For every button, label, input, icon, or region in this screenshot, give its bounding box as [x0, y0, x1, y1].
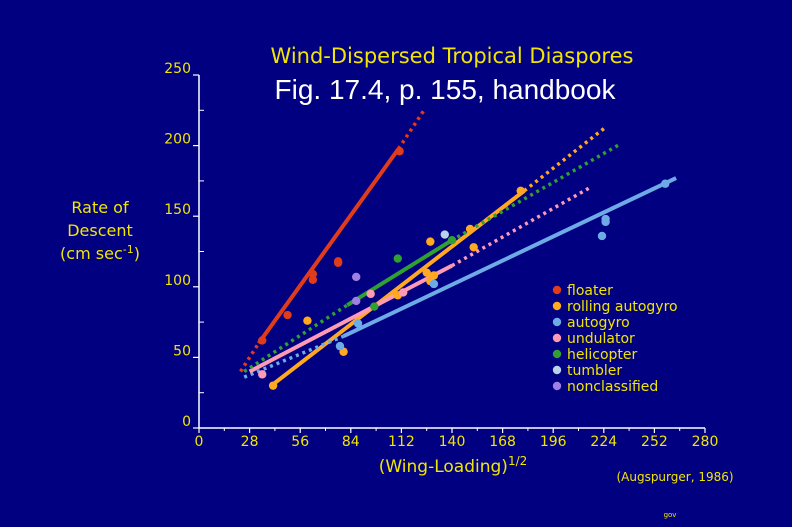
x-tick-label: 56: [291, 434, 309, 450]
data-point: [258, 370, 267, 379]
data-point: [352, 296, 361, 306]
legend-label: autogyro: [567, 315, 630, 331]
legend-marker: [552, 381, 562, 391]
y-tick-label: 0: [182, 414, 191, 430]
x-tick-label: 168: [489, 434, 516, 450]
fit-line-solid: [270, 189, 526, 388]
data-point: [370, 302, 379, 311]
x-tick-label: 84: [342, 434, 360, 450]
x-tick-label: 252: [641, 434, 668, 450]
y-tick-label: 100: [164, 273, 191, 289]
legend-label: nonclassified: [567, 379, 658, 395]
x-tick-label: 28: [241, 434, 259, 450]
x-tick-label: 280: [692, 434, 719, 450]
data-point: [283, 310, 292, 320]
legend-label: floater: [567, 283, 613, 299]
legend-label: tumbler: [567, 363, 622, 379]
data-point: [333, 257, 343, 266]
x-axis-label: (Wing-Loading)1/2: [379, 454, 528, 477]
fit-line-solid: [342, 176, 677, 339]
y-axis-label-units: (cm sec-1): [60, 243, 140, 263]
x-tick-label: 140: [439, 434, 466, 450]
data-point: [447, 236, 457, 245]
fit-line-solid: [257, 148, 400, 345]
fit-line-dotted: [451, 186, 591, 268]
data-point: [393, 254, 402, 263]
data-point: [429, 279, 439, 289]
y-units-sup: -1: [123, 243, 134, 256]
data-point: [469, 243, 478, 252]
fit-line-dotted: [239, 107, 427, 373]
data-point: [601, 217, 610, 227]
fit-line-dotted: [243, 142, 621, 373]
data-point: [422, 268, 431, 277]
fit-line-solid: [346, 238, 454, 307]
legend-marker: [552, 285, 562, 295]
data-point: [395, 147, 404, 156]
data-point: [308, 269, 318, 279]
legend-label: rolling autogyro: [567, 299, 678, 315]
x-label-text: (Wing-Loading): [379, 457, 508, 477]
data-point: [429, 271, 439, 280]
fit-lines: [239, 107, 677, 388]
y-axis-label: Rate of Descent (cm sec-1): [60, 198, 140, 263]
x-tick-label: 224: [590, 434, 617, 450]
y-axis-label-line-2: Descent: [67, 221, 133, 240]
data-point: [335, 341, 345, 351]
x-tick-label: 0: [195, 434, 204, 450]
legend-marker: [552, 317, 562, 327]
x-label-sup: 1/2: [508, 454, 527, 468]
data-point: [516, 186, 525, 195]
y-tick-label: 50: [173, 343, 191, 359]
fit-line-dotted: [523, 125, 607, 193]
y-tick-label: 150: [164, 202, 191, 218]
y-units-text: (cm sec: [60, 244, 123, 263]
data-point: [268, 381, 278, 390]
axes: 0 28 56 84 112 140 168 196 224 252 280 0 50 100 150 200…: [164, 61, 718, 450]
legend-marker: [552, 349, 562, 359]
fit-line-solid: [248, 263, 453, 374]
footer-mark: gov: [664, 511, 677, 519]
legend-marker: [552, 333, 562, 343]
chart-title: Wind-Dispersed Tropical Diaspores: [271, 44, 634, 68]
data-point: [465, 224, 475, 234]
data-point: [426, 237, 435, 246]
legend-label: helicopter: [567, 347, 638, 363]
y-axis-label-line-1: Rate of: [71, 198, 129, 217]
legend-marker: [552, 365, 562, 375]
legend-marker: [552, 301, 562, 311]
data-point: [352, 272, 361, 282]
chart-subtitle: Fig. 17.4, p. 155, handbook: [275, 74, 617, 105]
source-note: (Augspurger, 1986): [616, 470, 733, 484]
data-point: [303, 316, 312, 325]
data-point: [440, 230, 449, 239]
data-point: [258, 336, 267, 345]
y-tick-label: 250: [164, 61, 191, 77]
y-units-close: ): [134, 244, 140, 263]
y-tick-label: 200: [164, 132, 191, 148]
x-tick-label: 196: [540, 434, 567, 450]
data-points: [258, 147, 670, 390]
data-point: [353, 319, 363, 328]
data-point: [661, 179, 670, 188]
data-point: [399, 288, 408, 297]
data-point: [366, 289, 375, 299]
data-point: [597, 231, 607, 241]
x-tick-label: 112: [388, 434, 415, 450]
legend-label: undulator: [567, 331, 635, 347]
